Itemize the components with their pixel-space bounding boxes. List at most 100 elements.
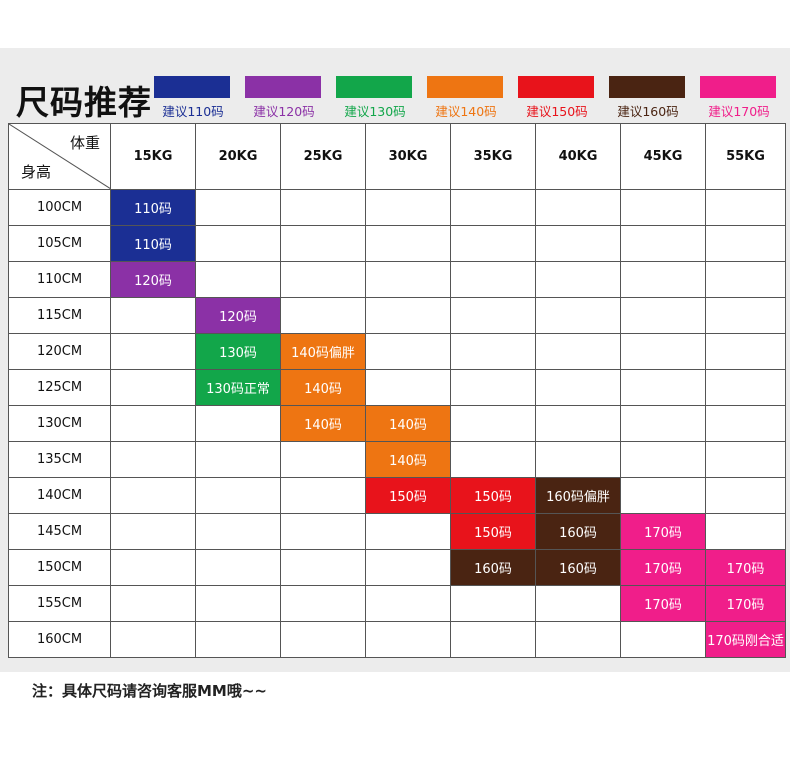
empty-cell	[110, 549, 196, 586]
empty-cell	[365, 297, 451, 334]
height-label: 135CM	[8, 441, 111, 478]
legend-item: 建议130码	[336, 76, 414, 120]
size-cell: 160码	[535, 513, 621, 550]
page-title: 尺码推荐	[16, 83, 152, 122]
empty-cell	[280, 225, 366, 262]
empty-cell	[620, 369, 706, 406]
table-row: 140CM 150码 150码 160码偏胖	[8, 477, 786, 514]
table-row: 155CM 170码 170码	[8, 585, 786, 622]
legend-item: 建议170码	[700, 76, 778, 120]
empty-cell	[110, 585, 196, 622]
height-label: 110CM	[8, 261, 111, 298]
corner-height-label: 身高	[21, 163, 52, 181]
empty-cell	[535, 405, 621, 442]
weight-header: 35KG	[450, 123, 536, 190]
height-label: 145CM	[8, 513, 111, 550]
table-row: 125CM 130码正常 140码	[8, 369, 786, 406]
empty-cell	[705, 441, 786, 478]
size-cell: 170码	[620, 549, 706, 586]
empty-cell	[365, 333, 451, 370]
empty-cell	[620, 477, 706, 514]
size-cell: 140码偏胖	[280, 333, 366, 370]
diagonal-divider	[9, 124, 110, 189]
empty-cell	[365, 225, 451, 262]
height-label: 150CM	[8, 549, 111, 586]
legend-swatch	[609, 76, 685, 98]
empty-cell	[450, 621, 536, 658]
weight-header: 25KG	[280, 123, 366, 190]
empty-cell	[365, 621, 451, 658]
size-cell: 160码	[450, 549, 536, 586]
size-table: 体重 身高 15KG 20KG 25KG 30KG 35KG 40KG 45KG 55KG 100C…	[8, 123, 786, 658]
height-label: 130CM	[8, 405, 111, 442]
empty-cell	[110, 621, 196, 658]
size-cell: 170码	[705, 549, 786, 586]
empty-cell	[365, 549, 451, 586]
empty-cell	[110, 441, 196, 478]
empty-cell	[110, 333, 196, 370]
empty-cell	[280, 261, 366, 298]
empty-cell	[195, 441, 281, 478]
empty-cell	[110, 405, 196, 442]
empty-cell	[535, 297, 621, 334]
height-label: 160CM	[8, 621, 111, 658]
table-row: 130CM 140码 140码	[8, 405, 786, 442]
legend-label: 建议120码	[253, 104, 315, 119]
legend-item: 建议140码	[427, 76, 505, 120]
empty-cell	[620, 405, 706, 442]
empty-cell	[535, 369, 621, 406]
legend-label: 建议130码	[344, 104, 406, 119]
legend-label: 建议170码	[708, 104, 770, 119]
size-cell: 120码	[110, 261, 196, 298]
empty-cell	[195, 225, 281, 262]
legend-swatch	[336, 76, 412, 98]
legend-swatch	[154, 76, 230, 98]
table-row: 150CM 160码 160码 170码 170码	[8, 549, 786, 586]
weight-header: 40KG	[535, 123, 621, 190]
table-row: 160CM 170码刚合适	[8, 621, 786, 658]
legend-label: 建议150码	[526, 104, 588, 119]
weight-header: 20KG	[195, 123, 281, 190]
size-cell: 130码	[195, 333, 281, 370]
empty-cell	[620, 621, 706, 658]
legend-label: 建议160码	[617, 104, 679, 119]
empty-cell	[535, 585, 621, 622]
size-cell: 170码	[620, 585, 706, 622]
empty-cell	[365, 513, 451, 550]
empty-cell	[620, 189, 706, 226]
empty-cell	[110, 477, 196, 514]
table-row: 120CM 130码 140码偏胖	[8, 333, 786, 370]
table-row: 100CM 110码	[8, 189, 786, 226]
table-row: 135CM 140码	[8, 441, 786, 478]
height-label: 125CM	[8, 369, 111, 406]
empty-cell	[705, 369, 786, 406]
empty-cell	[365, 369, 451, 406]
empty-cell	[280, 189, 366, 226]
empty-cell	[620, 333, 706, 370]
empty-cell	[195, 189, 281, 226]
empty-cell	[365, 189, 451, 226]
empty-cell	[280, 477, 366, 514]
table-row: 145CM 150码 160码 170码	[8, 513, 786, 550]
empty-cell	[705, 189, 786, 226]
empty-cell	[280, 585, 366, 622]
size-cell: 170码	[620, 513, 706, 550]
size-cell: 170码	[705, 585, 786, 622]
empty-cell	[705, 513, 786, 550]
height-label: 115CM	[8, 297, 111, 334]
size-cell: 140码	[280, 369, 366, 406]
empty-cell	[705, 261, 786, 298]
size-cell: 110码	[110, 225, 196, 262]
corner-weight-label: 体重	[69, 134, 100, 152]
table-row: 105CM 110码	[8, 225, 786, 262]
height-label: 120CM	[8, 333, 111, 370]
empty-cell	[280, 297, 366, 334]
empty-cell	[535, 225, 621, 262]
empty-cell	[705, 405, 786, 442]
empty-cell	[450, 261, 536, 298]
empty-cell	[535, 261, 621, 298]
empty-cell	[195, 549, 281, 586]
empty-cell	[450, 585, 536, 622]
empty-cell	[365, 585, 451, 622]
empty-cell	[620, 297, 706, 334]
